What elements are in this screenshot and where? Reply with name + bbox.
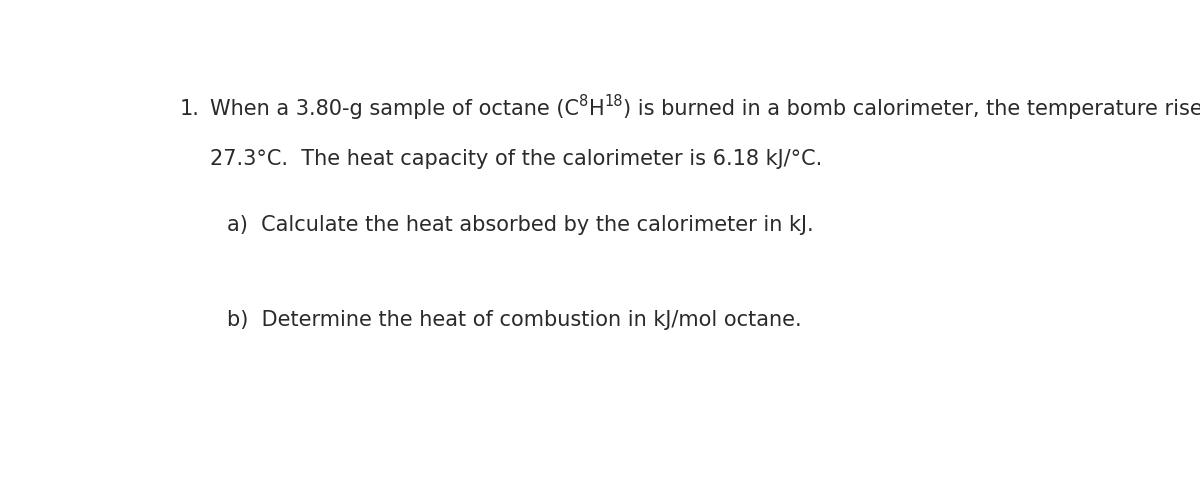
Text: a)  Calculate the heat absorbed by the calorimeter in kJ.: a) Calculate the heat absorbed by the ca… [227,215,814,235]
Text: When a 3.80-g sample of octane (C: When a 3.80-g sample of octane (C [210,99,580,119]
Text: b)  Determine the heat of combustion in kJ/mol octane.: b) Determine the heat of combustion in k… [227,310,802,330]
Text: 18: 18 [605,94,623,109]
Text: ) is burned in a bomb calorimeter, the temperature rises by: ) is burned in a bomb calorimeter, the t… [623,99,1200,119]
Text: H: H [589,99,605,119]
Text: 8: 8 [580,94,589,109]
Text: 27.3°C.  The heat capacity of the calorimeter is 6.18 kJ/°C.: 27.3°C. The heat capacity of the calorim… [210,149,823,170]
Text: 1.: 1. [180,99,199,119]
